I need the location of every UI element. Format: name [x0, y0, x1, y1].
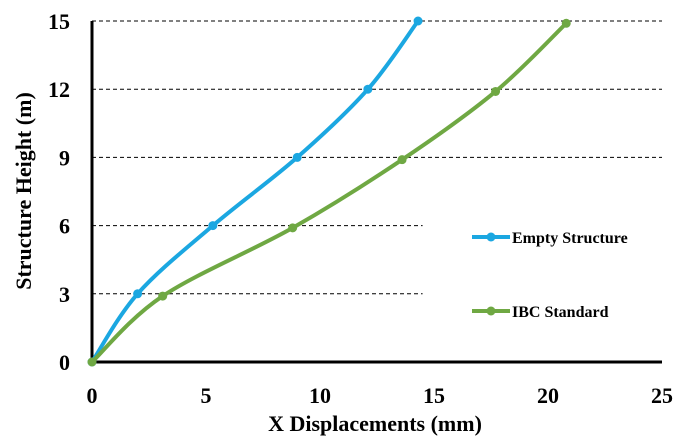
data-point-ibc-standard-2	[288, 223, 298, 233]
data-point-ibc-standard-1	[158, 291, 168, 301]
data-point-empty-structure-3	[292, 152, 302, 162]
y-tick-labels: 0 3 6 9 12 15	[48, 9, 70, 375]
data-point-ibc-standard-3	[397, 155, 407, 165]
y-tick-label-0: 0	[59, 350, 70, 375]
x-tick-label-0: 0	[87, 383, 98, 408]
data-point-ibc-standard-0	[87, 357, 97, 367]
x-tick-label-5: 5	[201, 383, 212, 408]
legend-label-ibc-standard: IBC Standard	[512, 304, 609, 321]
y-tick-label-3: 3	[59, 282, 70, 307]
x-axis-title: X Displacements (mm)	[268, 411, 482, 436]
series-layer	[87, 16, 571, 367]
x-tick-label-15: 15	[423, 383, 445, 408]
y-tick-label-6: 6	[59, 214, 70, 239]
y-tick-label-9: 9	[59, 145, 70, 170]
x-tick-label-10: 10	[309, 383, 331, 408]
legend-swatch-marker-empty-structure	[486, 232, 496, 242]
data-point-ibc-standard-5	[561, 18, 571, 28]
data-point-empty-structure-1	[133, 289, 143, 299]
x-tick-label-25: 25	[651, 383, 673, 408]
x-tick-label-20: 20	[537, 383, 559, 408]
data-point-empty-structure-5	[413, 16, 423, 26]
x-tick-labels: 0 5 10 15 20 25	[87, 383, 674, 408]
y-tick-label-15: 15	[48, 9, 70, 34]
legend: Empty Structure IBC Standard	[472, 230, 628, 321]
data-point-empty-structure-4	[363, 84, 373, 94]
gridlines	[92, 20, 662, 295]
legend-label-empty-structure: Empty Structure	[512, 230, 628, 247]
data-point-empty-structure-2	[208, 221, 218, 231]
series-line-empty-structure	[90, 19, 421, 364]
legend-swatch-marker-ibc-standard	[486, 306, 496, 316]
data-point-ibc-standard-4	[491, 86, 501, 96]
y-axis-title: Structure Height (m)	[11, 92, 36, 290]
axes	[90, 21, 662, 364]
y-tick-label-12: 12	[48, 77, 70, 102]
